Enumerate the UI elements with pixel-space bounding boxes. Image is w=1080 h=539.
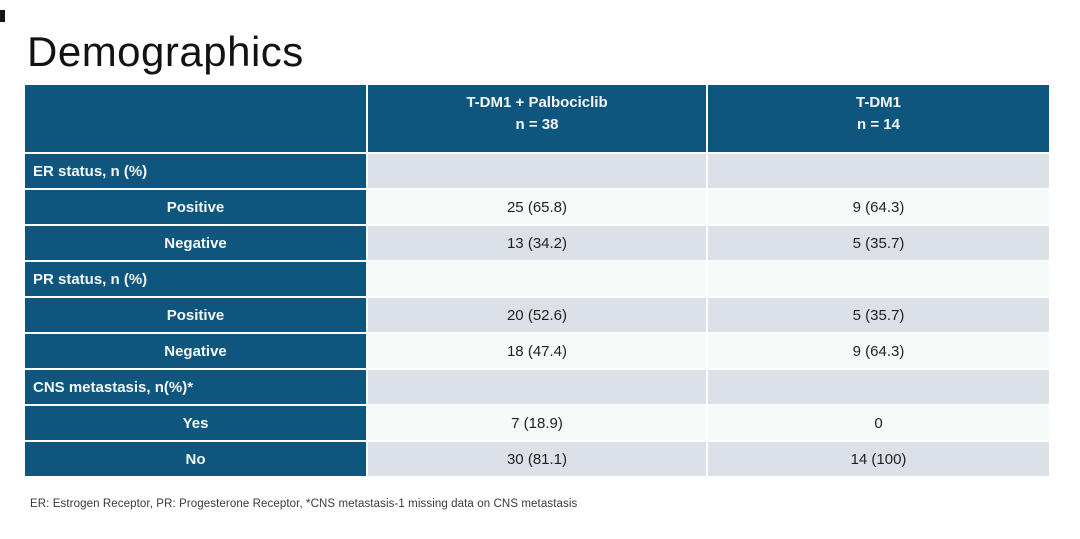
slide-title: Demographics [27, 28, 304, 75]
data-cell [368, 154, 706, 188]
data-cell: 30 (81.1) [368, 442, 706, 476]
footnote: ER: Estrogen Receptor, PR: Progesterone … [30, 498, 578, 510]
column-subtitle: n = 14 [857, 115, 900, 133]
column-header-tdm1: T-DM1 n = 14 [708, 85, 1049, 152]
table-corner-cell [25, 85, 366, 152]
column-title: T-DM1 + Palbociclib [466, 94, 608, 111]
row-label-er-status: ER status, n (%) [25, 154, 366, 188]
data-cell: 20 (52.6) [368, 298, 706, 332]
row-label-er-negative: Negative [25, 226, 366, 260]
row-label-cns-metastasis: CNS metastasis, n(%)* [25, 370, 366, 404]
screen-edge-artifact [0, 10, 5, 22]
row-label-cns-yes: Yes [25, 406, 366, 440]
data-cell [368, 262, 706, 296]
data-cell: 0 [708, 406, 1049, 440]
demographics-table: T-DM1 + Palbociclib n = 38 T-DM1 n = 14 … [25, 85, 1049, 476]
data-cell: 9 (64.3) [708, 334, 1049, 368]
data-cell [708, 262, 1049, 296]
row-label-pr-positive: Positive [25, 298, 366, 332]
data-cell [368, 370, 706, 404]
data-cell [708, 154, 1049, 188]
row-label-cns-no: No [25, 442, 366, 476]
data-cell [708, 370, 1049, 404]
row-label-pr-negative: Negative [25, 334, 366, 368]
column-header-tdm1-palbociclib: T-DM1 + Palbociclib n = 38 [368, 85, 706, 152]
data-cell: 14 (100) [708, 442, 1049, 476]
row-label-pr-status: PR status, n (%) [25, 262, 366, 296]
data-cell: 9 (64.3) [708, 190, 1049, 224]
column-subtitle: n = 38 [515, 115, 559, 133]
data-cell: 18 (47.4) [368, 334, 706, 368]
row-label-er-positive: Positive [25, 190, 366, 224]
data-cell: 5 (35.7) [708, 226, 1049, 260]
data-cell: 25 (65.8) [368, 190, 706, 224]
data-cell: 5 (35.7) [708, 298, 1049, 332]
column-title: T-DM1 [856, 94, 901, 111]
data-cell: 7 (18.9) [368, 406, 706, 440]
data-cell: 13 (34.2) [368, 226, 706, 260]
